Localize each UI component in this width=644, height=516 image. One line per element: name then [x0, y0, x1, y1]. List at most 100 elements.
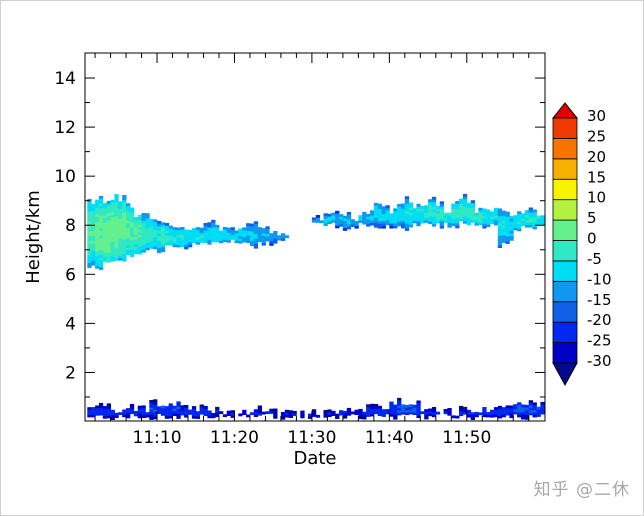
echo-cell	[366, 409, 371, 412]
echo-cell	[176, 401, 181, 405]
echo-cell	[273, 415, 278, 419]
echo-cell	[91, 213, 96, 217]
echo-cell	[249, 228, 255, 232]
echo-cell	[447, 215, 452, 218]
echo-cell	[176, 239, 181, 243]
y-tick-label: 2	[65, 363, 76, 383]
echo-cell	[122, 226, 127, 230]
echo-cell	[482, 411, 487, 415]
echo-cell	[346, 219, 352, 222]
colorbar-bin	[552, 199, 578, 221]
echo-cell	[106, 237, 111, 241]
echo-cell	[222, 229, 228, 233]
echo-cell	[153, 229, 158, 232]
echo-cell	[528, 214, 533, 218]
echo-cell	[339, 214, 344, 217]
echo-cell	[269, 233, 274, 236]
echo-cell	[164, 242, 170, 246]
echo-cell	[470, 417, 475, 420]
echo-cell	[114, 203, 119, 207]
echo-cell	[408, 205, 413, 208]
colorbar-bin	[552, 260, 578, 282]
echo-cell	[118, 225, 123, 229]
echo-cell	[207, 234, 212, 238]
echo-cell	[517, 226, 522, 229]
colorbar-tick-label: 10	[587, 189, 606, 207]
echo-cell	[412, 210, 417, 214]
echo-cell	[381, 223, 386, 227]
echo-cell	[87, 211, 92, 214]
echo-cell	[431, 409, 437, 413]
echo-cell	[404, 404, 410, 408]
echo-cell	[412, 218, 417, 221]
echo-cell	[184, 244, 189, 247]
echo-cell	[246, 240, 251, 244]
echo-cell	[157, 247, 162, 251]
echo-cell	[401, 206, 406, 209]
echo-cell	[319, 220, 324, 224]
echo-cell	[110, 217, 115, 220]
echo-cell	[106, 259, 111, 263]
echo-cell	[373, 205, 379, 209]
echo-cell	[168, 410, 173, 414]
echo-cell	[431, 206, 437, 210]
echo-cell	[404, 201, 410, 204]
echo-cell	[373, 210, 379, 213]
echo-cell	[219, 411, 224, 414]
echo-cell	[106, 410, 111, 414]
echo-cell	[401, 215, 406, 219]
echo-cell	[114, 194, 119, 197]
echo-cell	[98, 203, 104, 207]
echo-cell	[404, 225, 410, 229]
echo-cell	[98, 215, 104, 219]
echo-cell	[114, 208, 119, 212]
echo-cell	[102, 208, 108, 211]
echo-cell	[466, 217, 472, 221]
echo-cell	[455, 208, 460, 212]
echo-cell	[141, 249, 146, 253]
echo-cell	[215, 237, 220, 240]
colorbar-bin	[552, 321, 578, 343]
echo-cell	[370, 222, 375, 226]
echo-cell	[122, 248, 127, 252]
echo-cell	[536, 411, 541, 415]
echo-cell	[397, 206, 402, 210]
echo-cell	[110, 251, 115, 255]
echo-cell	[408, 406, 413, 410]
echo-cell	[102, 252, 108, 255]
echo-cell	[416, 223, 421, 227]
echo-cell	[451, 218, 456, 222]
echo-cell	[129, 217, 135, 221]
y-tick-label: 4	[65, 314, 76, 334]
echo-cell	[501, 232, 506, 236]
axes: 2 4 6 8 10 12 14 11:10 11:20 11:30 11:40 11:50	[54, 53, 545, 448]
echo-cell	[195, 413, 200, 417]
echo-cell	[470, 212, 475, 216]
echo-cell	[145, 242, 150, 246]
echo-cell	[102, 227, 108, 231]
echo-cell	[466, 215, 472, 218]
echo-cell	[184, 236, 189, 240]
echo-cell	[226, 230, 231, 233]
echo-cell	[137, 227, 142, 230]
echo-cell	[482, 215, 487, 219]
echo-cell	[157, 225, 162, 229]
echo-cell	[211, 232, 216, 235]
colorbar-bin	[552, 240, 578, 262]
echo-cell	[95, 219, 100, 222]
echo-cell	[505, 233, 510, 237]
echo-cell	[164, 406, 170, 409]
echo-cell	[490, 218, 495, 222]
echo-cell	[126, 205, 131, 209]
echo-cell	[521, 220, 526, 224]
echo-cell	[482, 409, 487, 413]
echo-cell	[381, 206, 386, 209]
echo-cell	[176, 408, 181, 412]
echo-cell	[257, 239, 262, 243]
echo-cell	[373, 408, 379, 412]
echo-cell	[536, 223, 541, 226]
echo-cell	[122, 244, 127, 247]
colorbar-tick-label: -5	[587, 250, 602, 268]
echo-cell	[168, 413, 173, 416]
echo-cell	[118, 247, 123, 251]
